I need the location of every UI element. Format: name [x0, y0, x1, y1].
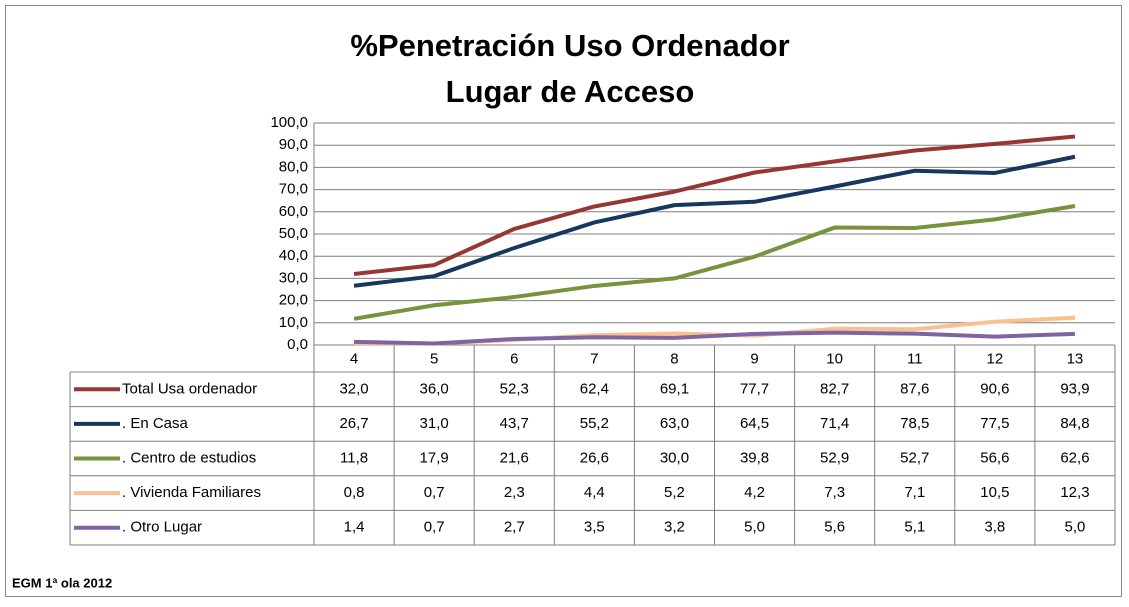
source: EGM 1ª ola 2012	[12, 575, 112, 590]
table-cell: 2,7	[504, 519, 525, 536]
series-line	[353, 204, 1076, 321]
table-cell: 78,5	[900, 415, 929, 432]
x-tick-label: 7	[590, 350, 598, 367]
table-cell: 84,8	[1060, 415, 1089, 432]
y-tick-label: 50,0	[279, 225, 308, 242]
legend-label: . Centro de estudios	[122, 449, 256, 466]
table-cell: 5,2	[664, 484, 685, 501]
table-cell: 77,5	[980, 415, 1009, 432]
x-tick-label: 12	[987, 350, 1004, 367]
table-cell: 12,3	[1060, 484, 1089, 501]
x-tick-label: 6	[510, 350, 518, 367]
table-cell: 21,6	[500, 449, 529, 466]
table-cell: 4,2	[744, 484, 765, 501]
x-tick-label: 9	[750, 350, 758, 367]
chart-title: %Penetración Uso Ordenador	[350, 28, 789, 63]
table-cell: 0,7	[424, 519, 445, 536]
y-tick-label: 100,0	[270, 114, 308, 131]
table-cell: 64,5	[740, 415, 769, 432]
table-cell: 62,6	[1060, 449, 1089, 466]
table-cell: 3,2	[664, 519, 685, 536]
table-cell: 56,6	[980, 449, 1009, 466]
table-cell: 5,6	[824, 519, 845, 536]
legend-label: . En Casa	[122, 415, 189, 432]
table-cell: 5,1	[904, 519, 925, 536]
y-tick-label: 80,0	[279, 158, 308, 175]
table-cell: 10,5	[980, 484, 1009, 501]
table-cell: 7,3	[824, 484, 845, 501]
table-cell: 3,8	[984, 519, 1005, 536]
table-cell: 36,0	[420, 380, 449, 397]
series-line	[353, 154, 1076, 288]
table-cell: 7,1	[904, 484, 925, 501]
legend-label: Total Usa ordenador	[122, 380, 257, 397]
x-tick-label: 10	[826, 350, 843, 367]
table-cell: 26,7	[339, 415, 368, 432]
table-cell: 55,2	[580, 415, 609, 432]
table-cell: 52,7	[900, 449, 929, 466]
table-cell: 32,0	[339, 380, 368, 397]
y-tick-label: 60,0	[279, 203, 308, 220]
legend-label: . Otro Lugar	[122, 519, 202, 536]
table-cell: 31,0	[420, 415, 449, 432]
y-tick-label: 0,0	[287, 336, 308, 353]
table-cell: 69,1	[660, 380, 689, 397]
y-tick-label: 70,0	[279, 181, 308, 198]
table-cell: 5,0	[1065, 519, 1086, 536]
table-cell: 26,6	[580, 449, 609, 466]
y-tick-label: 10,0	[279, 314, 308, 331]
x-tick-label: 13	[1067, 350, 1084, 367]
table-cell: 63,0	[660, 415, 689, 432]
table-cell: 52,3	[500, 380, 529, 397]
table-cell: 82,7	[820, 380, 849, 397]
table-cell: 71,4	[820, 415, 849, 432]
y-tick-label: 30,0	[279, 269, 308, 286]
table-cell: 90,6	[980, 380, 1009, 397]
x-tick-label: 5	[430, 350, 438, 367]
table-cell: 1,4	[344, 519, 365, 536]
x-tick-label: 4	[350, 350, 358, 367]
table-cell: 3,5	[584, 519, 605, 536]
table-cell: 39,8	[740, 449, 769, 466]
table-cell: 52,9	[820, 449, 849, 466]
x-tick-label: 8	[670, 350, 678, 367]
table-cell: 17,9	[420, 449, 449, 466]
table-cell: 0,8	[344, 484, 365, 501]
table-cell: 5,0	[744, 519, 765, 536]
table-cell: 87,6	[900, 380, 929, 397]
chart-title: Lugar de Acceso	[446, 74, 695, 109]
table-cell: 0,7	[424, 484, 445, 501]
series-line	[353, 134, 1076, 276]
table-cell: 11,8	[340, 449, 368, 466]
legend-label: . Vivienda Familiares	[122, 484, 261, 501]
y-tick-label: 20,0	[279, 292, 308, 309]
table-cell: 93,9	[1060, 380, 1089, 397]
y-tick-label: 40,0	[279, 247, 308, 264]
series-line	[354, 330, 1076, 346]
y-tick-label: 90,0	[279, 136, 308, 153]
table-cell: 2,3	[504, 484, 525, 501]
table-cell: 77,7	[740, 380, 769, 397]
table-cell: 43,7	[500, 415, 529, 432]
table-cell: 30,0	[660, 449, 689, 466]
table-cell: 4,4	[584, 484, 605, 501]
table-cell: 62,4	[580, 380, 609, 397]
x-tick-label: 11	[907, 350, 923, 367]
